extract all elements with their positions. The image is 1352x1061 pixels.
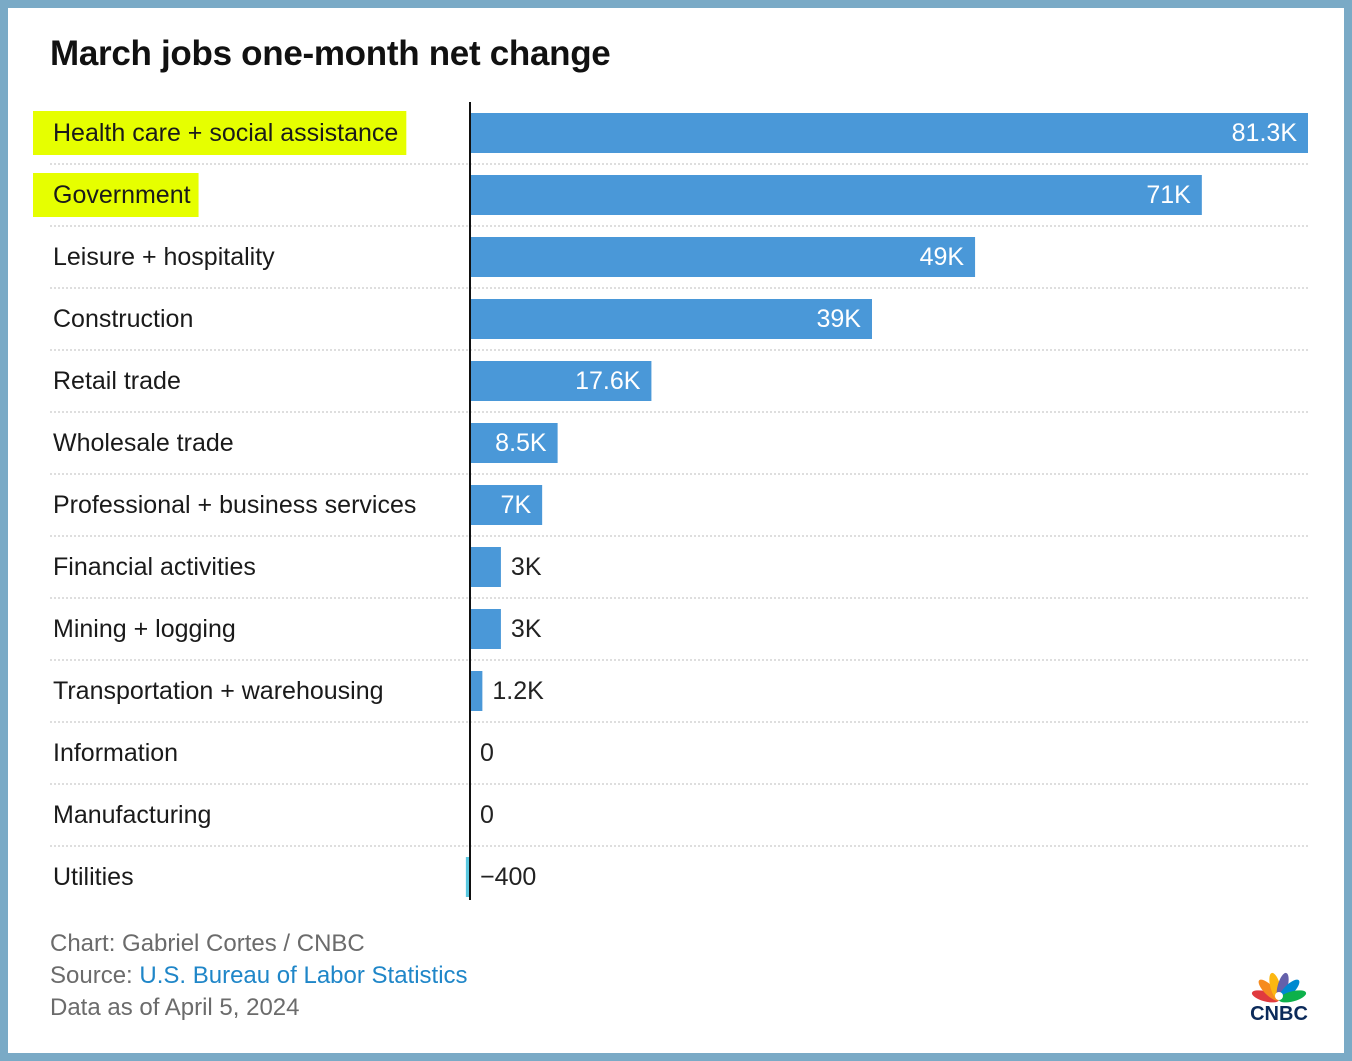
chart-title: March jobs one-month net change [50, 34, 611, 73]
value-label: 0 [480, 801, 494, 829]
bar [470, 237, 976, 277]
value-label: 8.5K [495, 429, 547, 457]
category-label: Retail trade [53, 367, 181, 395]
cnbc-logo-text: CNBC [1250, 1003, 1308, 1025]
data-date: Data as of April 5, 2024 [50, 994, 300, 1021]
value-label: −400 [480, 863, 536, 891]
value-label: 17.6K [575, 367, 641, 395]
source-line: Source: U.S. Bureau of Labor Statistics [50, 960, 468, 992]
category-label: Construction [53, 305, 193, 333]
category-label: Government [53, 181, 191, 209]
value-label: 81.3K [1232, 119, 1298, 147]
category-label: Transportation + warehousing [53, 677, 384, 705]
chart-card: March jobs one-month net change Health c… [8, 8, 1344, 1053]
source-prefix: Source: [50, 962, 140, 989]
value-label: 71K [1146, 181, 1191, 209]
bar [470, 671, 483, 711]
value-label: 1.2K [492, 677, 544, 705]
value-label: 39K [817, 305, 862, 333]
category-label: Professional + business services [53, 491, 416, 519]
chart-credit: Chart: Gabriel Cortes / CNBC [50, 930, 365, 957]
bar [470, 423, 558, 463]
value-label: 7K [501, 491, 532, 519]
source-link[interactable]: U.S. Bureau of Labor Statistics [139, 962, 468, 989]
bar [470, 361, 652, 401]
value-label: 49K [920, 243, 965, 271]
category-label: Financial activities [53, 553, 256, 581]
value-label: 3K [511, 615, 542, 643]
category-highlight [33, 173, 199, 217]
category-label: Health care + social assistance [53, 119, 398, 147]
category-highlight [33, 111, 407, 155]
bar [470, 299, 872, 339]
category-label: Mining + logging [53, 615, 236, 643]
bar [470, 609, 501, 649]
value-label: 3K [511, 553, 542, 581]
category-label: Information [53, 739, 178, 767]
bar [470, 547, 501, 587]
bar [465, 857, 470, 897]
chart-footer: Chart: Gabriel Cortes / CNBC Source: U.S… [50, 928, 468, 1024]
category-label: Wholesale trade [53, 429, 234, 457]
value-label: 0 [480, 739, 494, 767]
category-label: Manufacturing [53, 801, 211, 829]
bar [470, 485, 543, 525]
bar-chart: Health care + social assistance 81.3K Gove… [33, 102, 1308, 900]
peacock-icon [1251, 972, 1307, 1003]
category-label: Leisure + hospitality [53, 243, 275, 271]
cnbc-logo: CNBC [1246, 966, 1312, 1025]
bar [470, 175, 1202, 215]
bar [470, 113, 1308, 153]
category-label: Utilities [53, 863, 134, 891]
